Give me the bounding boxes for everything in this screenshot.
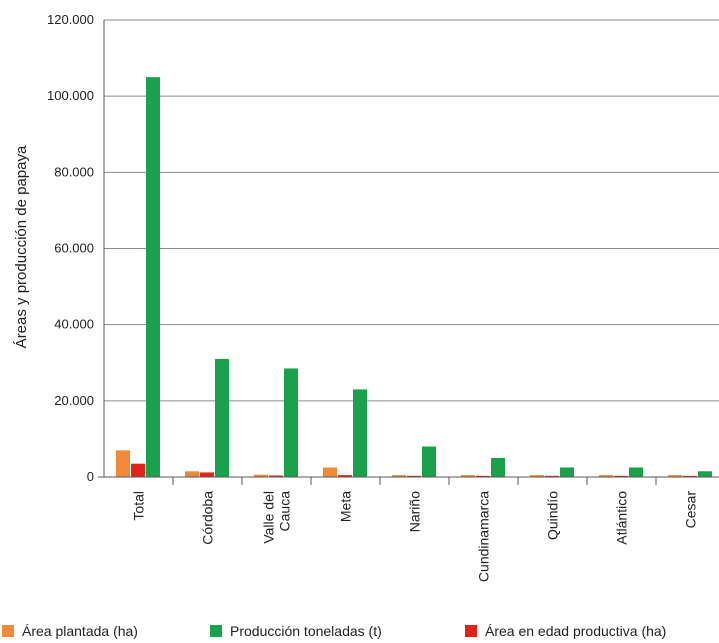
bar-produccion	[698, 471, 712, 477]
bar-area-edad-productiva	[407, 475, 421, 477]
x-tick-label: Cauca	[277, 491, 293, 532]
y-tick-label: 80.000	[54, 164, 94, 179]
bar-area-plantada	[185, 471, 199, 477]
legend-swatch	[2, 625, 14, 637]
bar-area-plantada	[599, 475, 613, 477]
x-tick-label: Cesar	[683, 491, 699, 529]
legend-swatch	[465, 625, 477, 637]
y-tick-label: 100.000	[47, 88, 94, 103]
axes	[98, 20, 719, 485]
bar-produccion	[491, 457, 505, 477]
bar-produccion	[422, 446, 436, 477]
legend-label: Producción toneladas (t)	[230, 623, 382, 639]
bar-area-edad-productiva	[338, 475, 352, 477]
x-tick-label: Meta	[338, 491, 354, 522]
bar-area-edad-productiva	[200, 472, 214, 477]
bar-area-edad-productiva	[476, 475, 490, 477]
bar-area-plantada	[530, 475, 544, 477]
bar-area-edad-productiva	[269, 475, 283, 477]
bar-area-plantada	[323, 467, 337, 477]
bar-area-plantada	[668, 475, 682, 477]
x-tick-label: Atlántico	[614, 491, 630, 545]
bars	[116, 77, 712, 477]
bar-area-plantada	[461, 475, 475, 477]
y-tick-label: 0	[87, 469, 94, 484]
bar-area-plantada	[116, 450, 130, 477]
bar-produccion	[629, 467, 643, 477]
x-axis-ticks: Total Córdoba Valle del Cauca Meta Nariño Cund…	[131, 491, 699, 582]
y-axis-ticks: 0 20.000 40.000 60.000 80.000 100.000 120.000	[47, 12, 94, 484]
bar-produccion	[215, 358, 229, 477]
y-tick-label: 20.000	[54, 393, 94, 408]
legend-label: Área plantada (ha)	[22, 623, 138, 639]
x-tick-label: Total	[131, 491, 147, 521]
bar-area-edad-productiva	[545, 475, 559, 477]
bar-area-edad-productiva	[614, 475, 628, 477]
x-tick-label: Córdoba	[200, 491, 216, 545]
y-tick-label: 60.000	[54, 241, 94, 256]
legend-swatch	[210, 625, 222, 637]
bar-area-edad-productiva	[131, 463, 145, 477]
x-tick-label: Cundinamarca	[476, 491, 492, 582]
grid	[104, 19, 719, 402]
x-tick-label: Nariño	[407, 491, 423, 532]
bar-produccion	[353, 389, 367, 477]
bar-produccion	[560, 467, 574, 477]
y-axis-label: Áreas y producción de papaya	[13, 145, 30, 348]
x-tick-label: Quindío	[545, 491, 561, 540]
bar-area-edad-productiva	[683, 475, 697, 477]
bar-area-plantada	[392, 475, 406, 477]
legend: Área plantada (ha) Producción toneladas (…	[2, 623, 666, 639]
legend-label: Área en edad productiva (ha)	[485, 623, 666, 639]
y-tick-label: 40.000	[54, 317, 94, 332]
y-tick-label: 120.000	[47, 12, 94, 27]
bar-area-plantada	[254, 474, 268, 477]
x-tick-label: Valle del	[261, 491, 277, 544]
bar-produccion	[146, 77, 160, 477]
bar-produccion	[284, 368, 298, 477]
